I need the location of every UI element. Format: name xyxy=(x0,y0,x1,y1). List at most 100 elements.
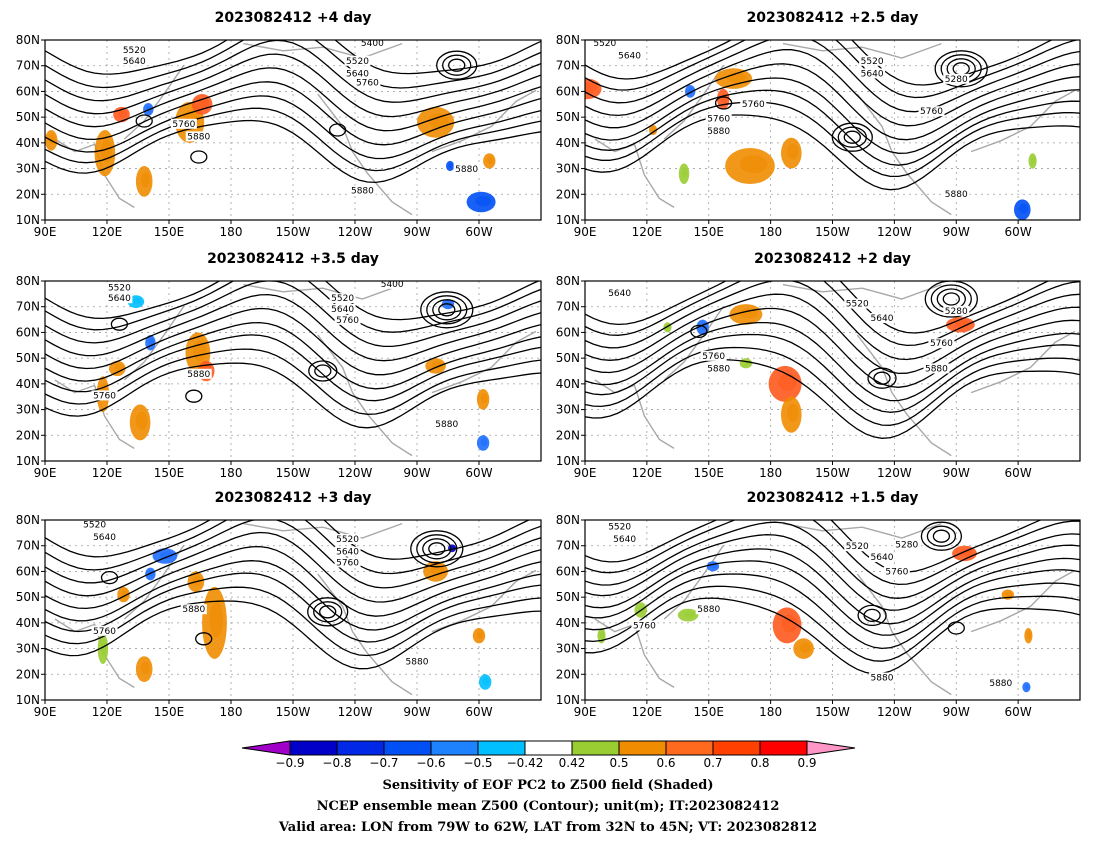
contour-label: 5400 xyxy=(361,39,384,49)
contour-label: 5640 xyxy=(108,294,131,304)
lat-tick-label: 30N xyxy=(556,162,580,176)
closed-contour xyxy=(690,324,708,339)
z500-contour xyxy=(45,560,541,631)
z500-contour xyxy=(585,307,1080,388)
z500-contour xyxy=(585,573,1080,650)
contour-label-bg xyxy=(344,68,371,79)
lat-tick-label: 70N xyxy=(16,539,40,553)
coastline xyxy=(856,93,952,216)
lon-tick-label: 120W xyxy=(338,705,373,719)
lat-tick-label: 40N xyxy=(556,136,580,150)
caption-line-3: Valid area: LON from 79W to 62W, LAT fro… xyxy=(278,820,817,835)
sensitivity-shade-core xyxy=(135,411,148,430)
closed-contour xyxy=(307,597,349,627)
z500-contour xyxy=(45,81,541,146)
contour-label-bg xyxy=(81,520,108,530)
map-panel: 5520564055205640576052805760576058805880… xyxy=(556,10,1081,239)
sensitivity-shade-core xyxy=(684,611,696,618)
lat-tick-label: 80N xyxy=(556,274,580,288)
coastline xyxy=(856,334,952,457)
closed-contour xyxy=(428,542,446,556)
coastline xyxy=(243,283,403,300)
coastline xyxy=(431,330,537,394)
contour-label: 5760 xyxy=(633,621,656,631)
contour-label: 5520 xyxy=(123,46,146,56)
z500-contour xyxy=(585,281,1080,361)
lat-tick-label: 30N xyxy=(16,403,40,417)
contour-label-bg xyxy=(91,625,118,636)
closed-contour xyxy=(857,604,887,627)
lon-tick-label: 150W xyxy=(276,466,311,480)
sensitivity-shade-core xyxy=(740,155,768,174)
colorbar-label: −0.42 xyxy=(507,756,544,770)
lon-tick-label: 90E xyxy=(574,466,597,480)
sensitivity-shade-core xyxy=(781,614,798,633)
lat-tick-label: 70N xyxy=(16,300,40,314)
colorbar-bin xyxy=(571,740,620,756)
z500-contour xyxy=(45,95,541,160)
lon-tick-label: 180 xyxy=(759,225,782,239)
lat-tick-label: 40N xyxy=(556,377,580,391)
closed-contour xyxy=(714,96,733,110)
contour-label-bg xyxy=(349,185,376,196)
lon-tick-label: 90W xyxy=(403,466,430,480)
contour-label-bg xyxy=(359,40,386,48)
contour-label: 5760 xyxy=(920,107,943,117)
contour-label-bg xyxy=(616,50,643,61)
lat-tick-label: 20N xyxy=(16,187,40,201)
colorbar-max-arrow xyxy=(806,740,856,756)
contour-label-bg xyxy=(334,546,361,557)
contour-label-bg xyxy=(606,521,633,532)
contour-label-bg xyxy=(740,99,767,109)
z500-contour xyxy=(45,600,541,670)
coastline xyxy=(782,42,942,59)
contour-label: 5880 xyxy=(182,605,205,615)
lat-tick-label: 30N xyxy=(556,642,580,656)
z500-contour xyxy=(45,281,541,321)
lon-tick-label: 150E xyxy=(154,466,185,480)
contour-label: 5280 xyxy=(945,307,968,317)
z500-contour xyxy=(45,67,541,132)
lat-tick-label: 60N xyxy=(556,84,580,98)
contour-label: 5520 xyxy=(846,300,869,310)
lat-tick-label: 20N xyxy=(556,428,580,442)
contour-label: 5880 xyxy=(187,132,210,142)
z500-contour xyxy=(45,40,541,89)
z500-contour xyxy=(45,321,541,390)
lon-tick-label: 150E xyxy=(694,225,725,239)
z500-contour xyxy=(45,40,541,103)
lat-tick-label: 70N xyxy=(556,300,580,314)
lon-tick-label: 180 xyxy=(220,705,243,719)
map-panel: 5520564054005520564057605760588058805880… xyxy=(16,10,542,239)
contour-label-bg xyxy=(869,552,895,562)
closed-contour xyxy=(947,621,965,635)
z500-contour xyxy=(45,53,541,118)
coastline xyxy=(594,379,675,449)
z500-contour xyxy=(45,293,541,362)
lon-tick-label: 90E xyxy=(34,705,57,719)
z500-contour xyxy=(585,114,1080,191)
contour-label-bg xyxy=(91,390,118,401)
z500-contour xyxy=(585,346,1080,426)
sensitivity-shade-core xyxy=(100,139,113,163)
contour-label-bg xyxy=(844,541,871,552)
lat-tick-label: 50N xyxy=(16,110,40,124)
contour-label: 5640 xyxy=(618,51,641,61)
lon-tick-label: 60W xyxy=(465,466,492,480)
colorbar-bin xyxy=(524,740,573,756)
z500-contour xyxy=(45,586,541,657)
lon-tick-label: 150W xyxy=(815,466,850,480)
coastline xyxy=(663,64,725,140)
coastline xyxy=(856,573,952,696)
lat-tick-label: 80N xyxy=(16,513,40,527)
contour-label: 5880 xyxy=(697,605,720,615)
contour-label-bg xyxy=(591,40,618,48)
contour-label-bg xyxy=(700,350,727,361)
lon-tick-label: 120E xyxy=(632,705,663,719)
z500-contour xyxy=(585,333,1080,413)
contour-label-bg xyxy=(433,419,460,430)
lat-tick-label: 60N xyxy=(16,325,40,339)
lon-tick-label: 120E xyxy=(92,466,123,480)
sensitivity-shade-core xyxy=(778,373,797,392)
